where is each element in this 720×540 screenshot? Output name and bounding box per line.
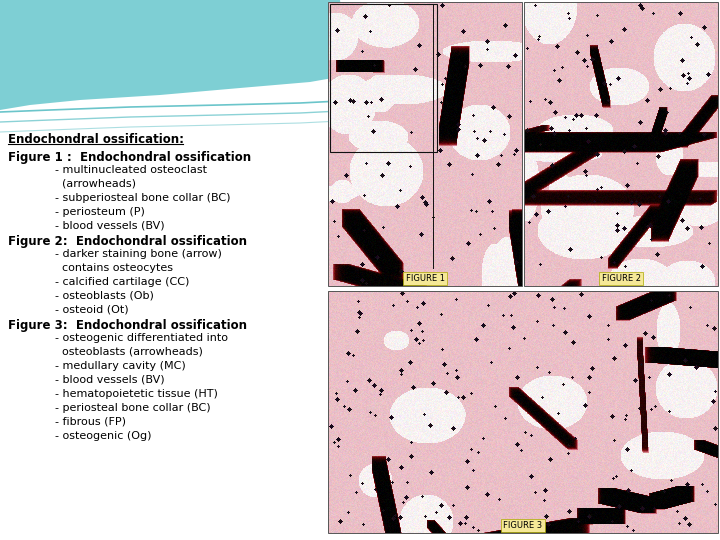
Bar	[330, 4, 437, 152]
Text: - multinucleated osteoclast: - multinucleated osteoclast	[55, 165, 207, 175]
Text: - blood vessels (BV): - blood vessels (BV)	[55, 375, 165, 385]
Text: Endochondral ossification:: Endochondral ossification:	[8, 133, 184, 146]
Text: Figure 3:  Endochondral ossification: Figure 3: Endochondral ossification	[8, 319, 247, 332]
Text: osteoblasts (arrowheads): osteoblasts (arrowheads)	[62, 347, 203, 357]
Text: - osteogenic (Og): - osteogenic (Og)	[55, 431, 151, 441]
Text: - fibrous (FP): - fibrous (FP)	[55, 417, 126, 427]
Bar	[328, 2, 522, 286]
Text: - medullary cavity (MC): - medullary cavity (MC)	[55, 361, 186, 371]
Text: - periosteum (P): - periosteum (P)	[55, 207, 145, 217]
Text: - osteoblasts (Ob): - osteoblasts (Ob)	[55, 291, 154, 301]
Text: contains osteocytes: contains osteocytes	[62, 263, 173, 273]
Text: - osteoid (Ot): - osteoid (Ot)	[55, 305, 129, 315]
Polygon shape	[0, 0, 350, 110]
Text: (arrowheads): (arrowheads)	[62, 179, 136, 189]
Text: - hematopoietetic tissue (HT): - hematopoietetic tissue (HT)	[55, 389, 218, 399]
Text: - darker staining bone (arrow): - darker staining bone (arrow)	[55, 249, 222, 259]
Text: Figure 2:  Endochondral ossification: Figure 2: Endochondral ossification	[8, 235, 247, 248]
Text: FIGURE 2: FIGURE 2	[601, 274, 641, 283]
Text: - calcified cartilage (CC): - calcified cartilage (CC)	[55, 277, 189, 287]
Text: - periosteal bone collar (BC): - periosteal bone collar (BC)	[55, 403, 211, 413]
Text: - blood vessels (BV): - blood vessels (BV)	[55, 221, 165, 231]
Text: FIGURE 1: FIGURE 1	[405, 274, 444, 283]
Bar	[328, 291, 718, 533]
Bar	[524, 2, 718, 286]
Text: - subperiosteal bone collar (BC): - subperiosteal bone collar (BC)	[55, 193, 230, 203]
Text: Figure 1 :  Endochondral ossification: Figure 1 : Endochondral ossification	[8, 151, 251, 164]
Text: - osteogenic differentiated into: - osteogenic differentiated into	[55, 333, 228, 343]
Text: FIGURE 3: FIGURE 3	[503, 521, 543, 530]
